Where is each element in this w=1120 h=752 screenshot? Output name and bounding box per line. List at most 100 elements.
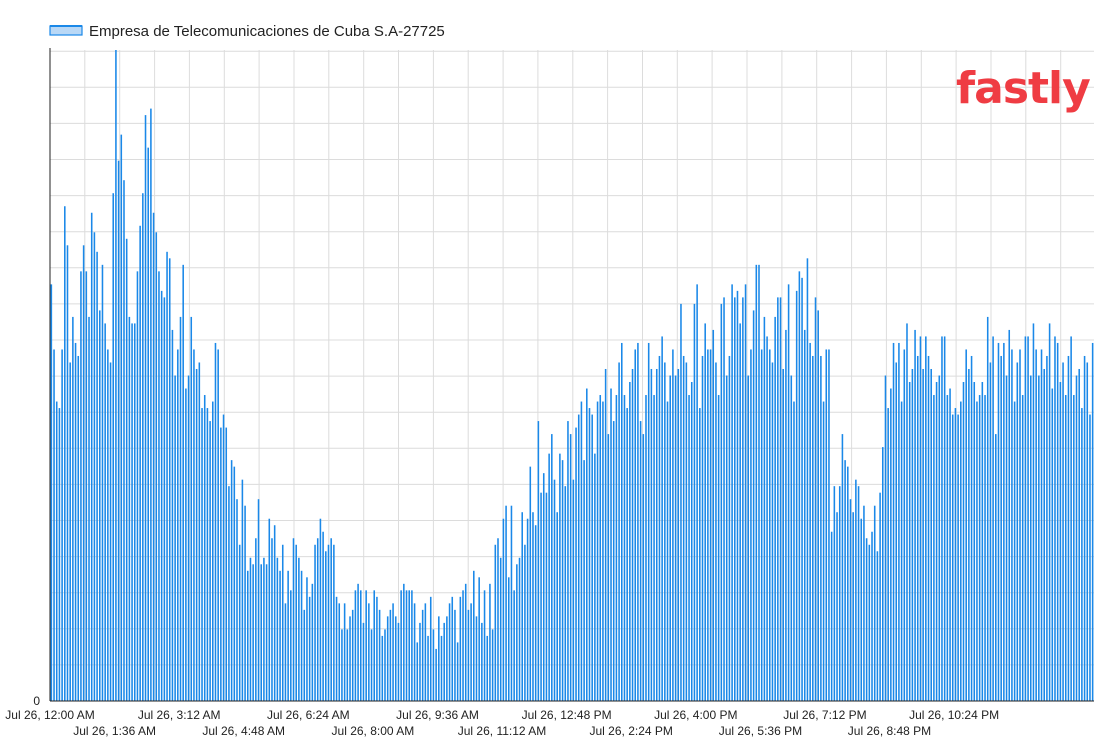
bar [631, 368, 634, 701]
bar [341, 629, 343, 701]
bar [723, 297, 725, 701]
bar [569, 434, 572, 701]
bar [271, 538, 273, 701]
bar [325, 551, 327, 701]
bar [548, 453, 550, 701]
bar [158, 271, 160, 701]
bar [981, 382, 984, 701]
bar [739, 323, 741, 701]
bar [74, 342, 77, 701]
bar [276, 557, 279, 701]
x-tick-label: Jul 26, 12:00 AM [5, 708, 94, 722]
bar [397, 622, 400, 701]
bar [228, 486, 230, 701]
bar [688, 395, 690, 701]
bar [268, 518, 271, 701]
bar [316, 538, 319, 701]
bar [647, 342, 650, 701]
bar [857, 486, 860, 701]
bar [85, 271, 88, 701]
bar [497, 538, 499, 701]
bar [744, 284, 747, 701]
bar [873, 505, 876, 701]
bar [1089, 414, 1091, 701]
bar [427, 635, 429, 701]
bar [1005, 375, 1008, 701]
bar [308, 596, 311, 701]
bar [438, 616, 440, 701]
bar [1024, 336, 1027, 701]
bar [403, 583, 405, 701]
bar [1029, 375, 1032, 701]
bar [365, 590, 367, 701]
bar [699, 408, 701, 701]
bar [898, 342, 900, 701]
x-tick-label: Jul 26, 6:24 AM [267, 708, 350, 722]
bar [537, 421, 540, 701]
bar [214, 342, 217, 701]
x-tick-label: Jul 26, 8:00 AM [332, 724, 415, 738]
legend[interactable]: Empresa de Telecomunicaciones de Cuba S.… [49, 23, 445, 40]
bar [168, 258, 171, 701]
bar [346, 629, 349, 701]
bar [551, 434, 553, 701]
bar [370, 629, 373, 701]
bar [871, 531, 873, 701]
bar [798, 271, 801, 701]
bar [607, 434, 610, 701]
bar [265, 564, 268, 701]
x-tick-label: Jul 26, 4:48 AM [202, 724, 285, 738]
bar [524, 544, 526, 701]
bar [812, 355, 814, 701]
bar [599, 395, 602, 701]
x-tick-label: Jul 26, 10:24 PM [909, 708, 999, 722]
bar [333, 544, 335, 701]
bar [120, 134, 123, 701]
bar [747, 375, 750, 701]
bar [491, 629, 494, 701]
bar [1075, 375, 1078, 701]
bar [1040, 349, 1043, 701]
bar [951, 414, 954, 701]
bar [978, 395, 981, 701]
bar [273, 525, 276, 701]
bar [588, 408, 591, 701]
y-tick-label: 0 [33, 694, 40, 708]
bar [373, 590, 376, 701]
bar [72, 316, 74, 701]
bar [443, 622, 445, 701]
bar [709, 349, 712, 701]
bar [876, 551, 879, 701]
bar [351, 609, 354, 701]
bar [61, 349, 63, 701]
bar [220, 427, 222, 701]
bar [793, 401, 795, 701]
bar [362, 622, 365, 701]
bar [949, 388, 951, 701]
bar [545, 492, 548, 701]
bar [766, 336, 768, 701]
bar [343, 603, 346, 701]
bar [655, 368, 658, 701]
bar [384, 629, 386, 701]
bar [481, 622, 483, 701]
bar [475, 616, 478, 701]
bar [591, 414, 593, 701]
bar [290, 590, 292, 701]
bar [446, 616, 448, 701]
bar [707, 349, 709, 701]
bar [782, 368, 784, 701]
bar [287, 570, 289, 701]
bar [868, 544, 871, 701]
bar [629, 382, 631, 701]
bar [117, 160, 120, 702]
bar [690, 382, 693, 701]
legend-label: Empresa de Telecomunicaciones de Cuba S.… [89, 23, 445, 40]
bar [260, 564, 262, 701]
bar [429, 596, 432, 701]
legend-swatch [49, 25, 83, 36]
bar [992, 336, 994, 701]
bar [650, 368, 653, 701]
bar [1059, 382, 1062, 701]
